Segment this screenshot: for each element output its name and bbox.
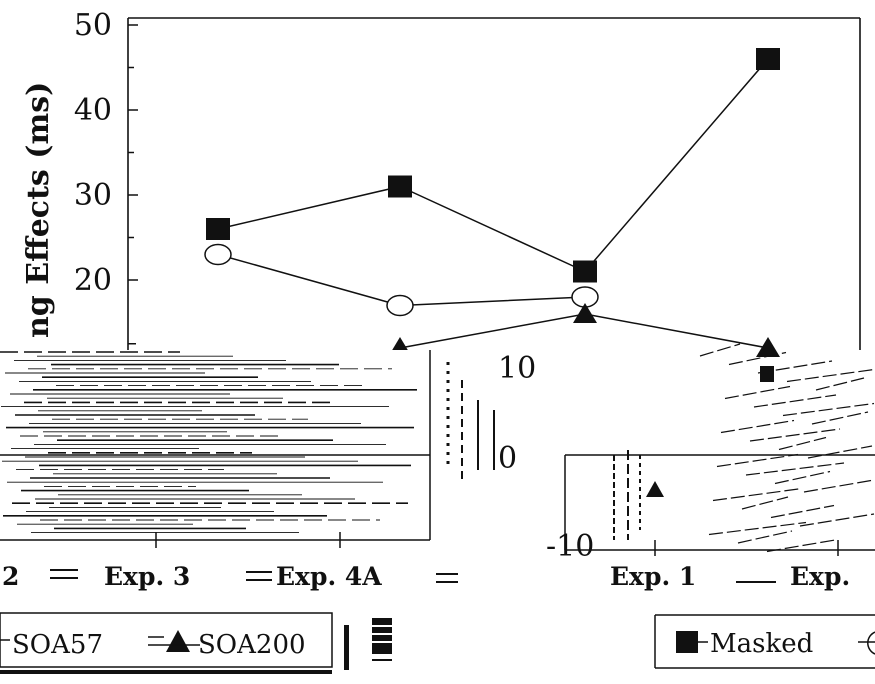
data-point-square (756, 48, 780, 70)
y-tick-label: 40 (74, 93, 112, 128)
x-tick-label: Exp. 1 (610, 562, 696, 591)
legend-left: SOA57 SOA200 (0, 612, 333, 674)
x-tick-label: Exp. 3 (104, 562, 190, 591)
legend-label: SOA57 (12, 630, 103, 660)
inset-square-marker (760, 366, 774, 382)
y-tick-labels: 1020304050 (74, 8, 112, 383)
data-point-square (573, 260, 597, 283)
glitch-lines-right (699, 343, 875, 553)
data-point-square (388, 175, 412, 198)
inset-dotted-column (446, 362, 641, 540)
legend-right: Masked (654, 614, 875, 669)
legend-label: SOA200 (198, 630, 306, 660)
series-layer (204, 48, 780, 357)
legend-square-marker (676, 631, 698, 653)
distorted-region (0, 343, 875, 556)
x-tick-labels: 2 Exp. 3 Exp. 4A Exp. 1 Exp. (2, 562, 850, 591)
glitch-lines-left (0, 351, 417, 534)
legend-circle-marker (867, 631, 875, 655)
data-point-triangle (756, 337, 780, 357)
legend-label: Masked (710, 629, 813, 659)
data-point-square (206, 218, 230, 240)
y-tick-label: 50 (74, 8, 112, 43)
data-point-circle (386, 294, 414, 317)
y-tick-label: 30 (74, 178, 112, 213)
y-tick-marks (128, 24, 138, 345)
plot-frame (127, 17, 861, 350)
x-tick-label: Exp. 4A (276, 562, 382, 591)
legend-triangle-marker (166, 630, 190, 652)
x-label-separators (50, 569, 776, 583)
inset-tick-label: 0 (498, 441, 517, 476)
inset-triangle-marker (646, 481, 664, 497)
data-point-circle (204, 243, 232, 266)
y-axis-label: ng Effects (ms) (21, 82, 56, 338)
legend-artifacts (344, 618, 392, 670)
x-tick-label: Exp. (790, 562, 850, 591)
inset-tick-label: 10 (498, 351, 536, 386)
inset-tick-labels: 10 0 -10 (498, 351, 594, 564)
data-point-triangle (573, 303, 597, 323)
series-line-1 (217, 58, 769, 273)
x-tick-label: 2 (2, 562, 19, 591)
y-tick-label: 20 (74, 263, 112, 298)
inset-tick-label: -10 (546, 529, 594, 564)
